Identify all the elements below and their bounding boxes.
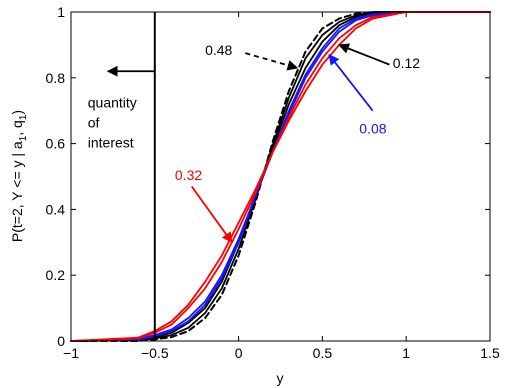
annotations-group: quantity of interest 0.48 0.12 0.08 0.32 <box>88 42 420 244</box>
annotation-label-quantity: quantity of interest <box>88 94 137 150</box>
annotation-label-a008: 0.08 <box>359 121 386 137</box>
y-tick-label: 0.2 <box>46 267 66 283</box>
y-tick-label: 0 <box>57 333 65 349</box>
x-tick-label: 1 <box>402 345 410 361</box>
y-axis-label-mid: , q <box>9 120 25 136</box>
y-tick-label: 1 <box>57 4 65 20</box>
y-axis-label: P(t=2, Y <= y | a1, q1) <box>9 110 29 242</box>
plot-frame <box>70 11 491 342</box>
annotation-label-a048: 0.48 <box>205 42 232 58</box>
x-tick-label: 0.5 <box>313 345 333 361</box>
annotation-arrow-a008 <box>328 53 374 112</box>
annotation-arrow-a048 <box>245 52 299 71</box>
y-tick-label: 0.6 <box>46 136 66 152</box>
annotation-line-1: quantity <box>88 94 137 110</box>
y-axis-label-sub2: 1 <box>18 114 29 120</box>
series-line-7 <box>70 11 491 342</box>
annotation-arrow-a012 <box>338 43 390 66</box>
x-tick-label: 1.5 <box>480 345 500 361</box>
plot-background <box>71 12 490 341</box>
series-line-1 <box>70 11 491 342</box>
annotation-line-2: of <box>88 114 100 130</box>
annotation-line-3: interest <box>88 134 134 150</box>
y-tick-label: 0.8 <box>46 70 66 86</box>
x-tick-label: −0.5 <box>141 345 169 361</box>
y-tick-label: 0.4 <box>46 201 66 217</box>
y-axis-label-sub1: 1 <box>18 135 29 141</box>
x-tick-label: −1 <box>63 345 79 361</box>
x-axis-label: y <box>277 370 284 386</box>
y-axis-label-main: P(t=2, Y <= y | a <box>9 141 25 242</box>
annotation-label-a012: 0.12 <box>393 55 420 71</box>
annotation-label-a032: 0.32 <box>175 167 202 183</box>
annotation-arrow-a032 <box>190 185 233 244</box>
curves-group <box>70 11 491 342</box>
y-axis-label-end: ) <box>9 110 25 115</box>
x-tick-label: 0 <box>235 345 243 361</box>
